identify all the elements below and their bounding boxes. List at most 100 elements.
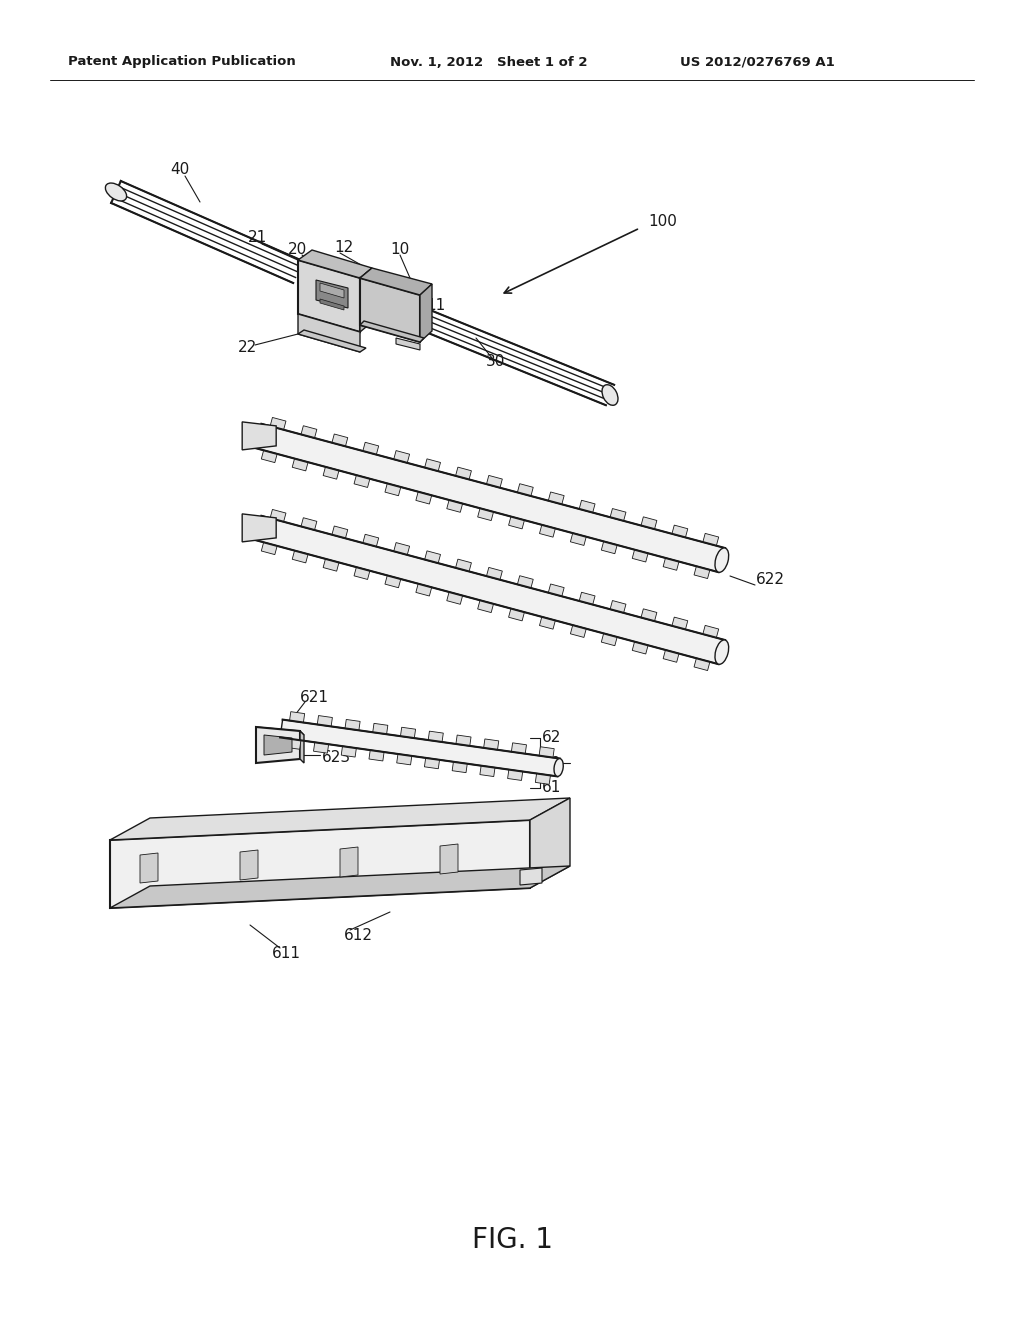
Polygon shape [261, 450, 278, 462]
Polygon shape [281, 719, 560, 776]
Polygon shape [360, 268, 372, 333]
Polygon shape [456, 735, 471, 746]
Polygon shape [672, 525, 688, 537]
Polygon shape [385, 483, 400, 496]
Text: 20: 20 [288, 243, 307, 257]
Polygon shape [313, 742, 329, 754]
Text: 61: 61 [542, 780, 561, 796]
Text: 622: 622 [756, 573, 785, 587]
Polygon shape [446, 591, 463, 605]
Polygon shape [540, 525, 555, 537]
Polygon shape [360, 268, 432, 294]
Polygon shape [373, 723, 388, 734]
Text: 40: 40 [170, 162, 189, 177]
Polygon shape [702, 626, 719, 638]
Polygon shape [319, 300, 344, 310]
Polygon shape [110, 820, 530, 908]
Polygon shape [483, 739, 499, 750]
Polygon shape [641, 609, 656, 622]
Text: 21: 21 [248, 230, 267, 244]
Polygon shape [317, 715, 333, 726]
Text: US 2012/0276769 A1: US 2012/0276769 A1 [680, 55, 835, 69]
Polygon shape [369, 750, 384, 760]
Polygon shape [354, 475, 370, 487]
Polygon shape [385, 576, 400, 587]
Text: 612: 612 [344, 928, 373, 944]
Text: Nov. 1, 2012   Sheet 1 of 2: Nov. 1, 2012 Sheet 1 of 2 [390, 55, 588, 69]
Polygon shape [360, 321, 424, 342]
Polygon shape [486, 568, 503, 579]
Polygon shape [694, 659, 710, 671]
Text: 623: 623 [322, 750, 351, 764]
Polygon shape [570, 533, 587, 545]
Polygon shape [508, 770, 522, 780]
Polygon shape [298, 314, 360, 352]
Polygon shape [400, 727, 416, 738]
Polygon shape [511, 743, 526, 754]
Polygon shape [298, 260, 360, 333]
Polygon shape [362, 442, 379, 454]
Text: Patent Application Publication: Patent Application Publication [68, 55, 296, 69]
Polygon shape [256, 727, 300, 763]
Polygon shape [425, 550, 440, 564]
Polygon shape [456, 467, 471, 479]
Polygon shape [477, 601, 494, 612]
Ellipse shape [105, 183, 127, 201]
Polygon shape [664, 558, 679, 570]
Polygon shape [580, 500, 595, 512]
Polygon shape [480, 766, 495, 776]
Polygon shape [440, 843, 458, 874]
Polygon shape [517, 576, 534, 587]
Polygon shape [396, 754, 412, 764]
Polygon shape [424, 758, 439, 768]
Polygon shape [610, 601, 626, 612]
Polygon shape [341, 746, 356, 758]
Polygon shape [298, 330, 366, 352]
Text: 22: 22 [238, 341, 257, 355]
Ellipse shape [602, 384, 618, 405]
Polygon shape [416, 583, 432, 597]
Polygon shape [610, 508, 626, 521]
Polygon shape [394, 543, 410, 554]
Polygon shape [256, 727, 304, 735]
Polygon shape [416, 491, 432, 504]
Polygon shape [345, 719, 360, 730]
Polygon shape [632, 642, 648, 653]
Polygon shape [243, 422, 276, 450]
Polygon shape [517, 483, 534, 496]
Polygon shape [428, 731, 443, 742]
Polygon shape [300, 731, 304, 763]
Polygon shape [354, 568, 370, 579]
Text: 30: 30 [486, 355, 506, 370]
Polygon shape [332, 525, 348, 539]
Polygon shape [324, 467, 339, 479]
Polygon shape [580, 593, 595, 605]
Ellipse shape [715, 640, 729, 664]
Ellipse shape [715, 548, 729, 573]
Polygon shape [270, 417, 286, 430]
Polygon shape [548, 583, 564, 597]
Polygon shape [446, 500, 463, 512]
Text: 621: 621 [300, 689, 329, 705]
Polygon shape [396, 338, 420, 350]
Text: 611: 611 [272, 945, 301, 961]
Polygon shape [264, 735, 292, 755]
Polygon shape [362, 535, 379, 546]
Text: 12: 12 [334, 240, 353, 256]
Polygon shape [601, 634, 617, 645]
Polygon shape [536, 774, 551, 784]
Polygon shape [255, 516, 725, 664]
Polygon shape [286, 738, 301, 750]
Polygon shape [332, 434, 348, 446]
Polygon shape [270, 510, 286, 521]
Polygon shape [664, 649, 679, 663]
Ellipse shape [554, 759, 563, 776]
Polygon shape [530, 799, 570, 888]
Polygon shape [420, 284, 432, 342]
Polygon shape [456, 560, 471, 572]
Polygon shape [140, 853, 158, 883]
Polygon shape [298, 249, 372, 279]
Polygon shape [340, 847, 358, 876]
Polygon shape [570, 626, 587, 638]
Polygon shape [290, 711, 305, 722]
